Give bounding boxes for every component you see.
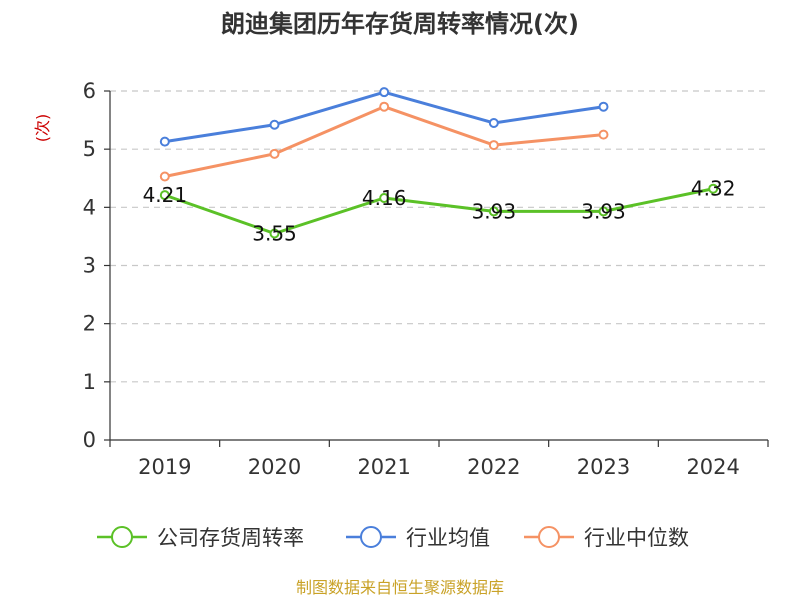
y-tick-label: 3 [83, 254, 96, 278]
x-tick-label: 2020 [248, 455, 301, 479]
x-tick-label: 2019 [138, 455, 191, 479]
y-tick-label: 2 [83, 312, 96, 336]
legend-marker [111, 526, 133, 548]
chart-title: 朗迪集团历年存货周转率情况(次) [221, 10, 579, 38]
legend[interactable]: 公司存货周转率 行业均值 行业中位数 [97, 526, 689, 550]
data-point [269, 148, 280, 159]
y-tick-label: 4 [83, 195, 96, 219]
y-axis-label: (次) [33, 114, 52, 143]
x-tick-label: 2024 [686, 455, 739, 479]
axes: 0 1 2 3 4 5 6 2019 2020 2021 2022 2023 2024 [83, 79, 769, 479]
y-tick-label: 6 [83, 79, 96, 103]
legend-entry: 行业中位数 [584, 526, 689, 550]
data-point [488, 140, 499, 151]
series [159, 87, 719, 239]
data-point [488, 206, 499, 217]
source-note: 制图数据来自恒生聚源数据库 [296, 578, 504, 597]
x-tick-label: 2021 [357, 455, 410, 479]
data-point [488, 117, 499, 128]
series-line-1 [164, 90, 604, 144]
data-point [598, 206, 609, 217]
data-point [598, 101, 609, 112]
data-label: 4.32 [691, 177, 736, 201]
data-point [269, 228, 280, 239]
data-label: 4.21 [143, 183, 188, 207]
data-point [379, 193, 390, 204]
data-labels: 4.21 3.55 4.16 3.93 3.93 4.32 [143, 177, 736, 246]
data-point [159, 190, 170, 201]
data-point [379, 101, 390, 112]
data-point [708, 183, 719, 194]
y-tick-label: 0 [83, 428, 96, 452]
data-point [269, 119, 280, 130]
data-label: 4.16 [362, 186, 407, 210]
data-label: 3.93 [581, 199, 626, 223]
data-point [159, 136, 170, 147]
legend-entry: 公司存货周转率 [157, 526, 304, 550]
data-point [159, 171, 170, 182]
data-label: 3.93 [472, 199, 517, 223]
legend-entry: 行业均值 [406, 526, 490, 550]
y-tick-label: 5 [83, 137, 96, 161]
series-line-0 [164, 187, 714, 236]
data-point [598, 129, 609, 140]
legend-marker [538, 526, 560, 548]
data-label: 3.55 [252, 222, 297, 246]
data-point [379, 87, 390, 98]
x-tick-label: 2023 [577, 455, 630, 479]
y-tick-label: 1 [83, 370, 96, 394]
legend-marker [360, 526, 382, 548]
x-tick-label: 2022 [467, 455, 520, 479]
